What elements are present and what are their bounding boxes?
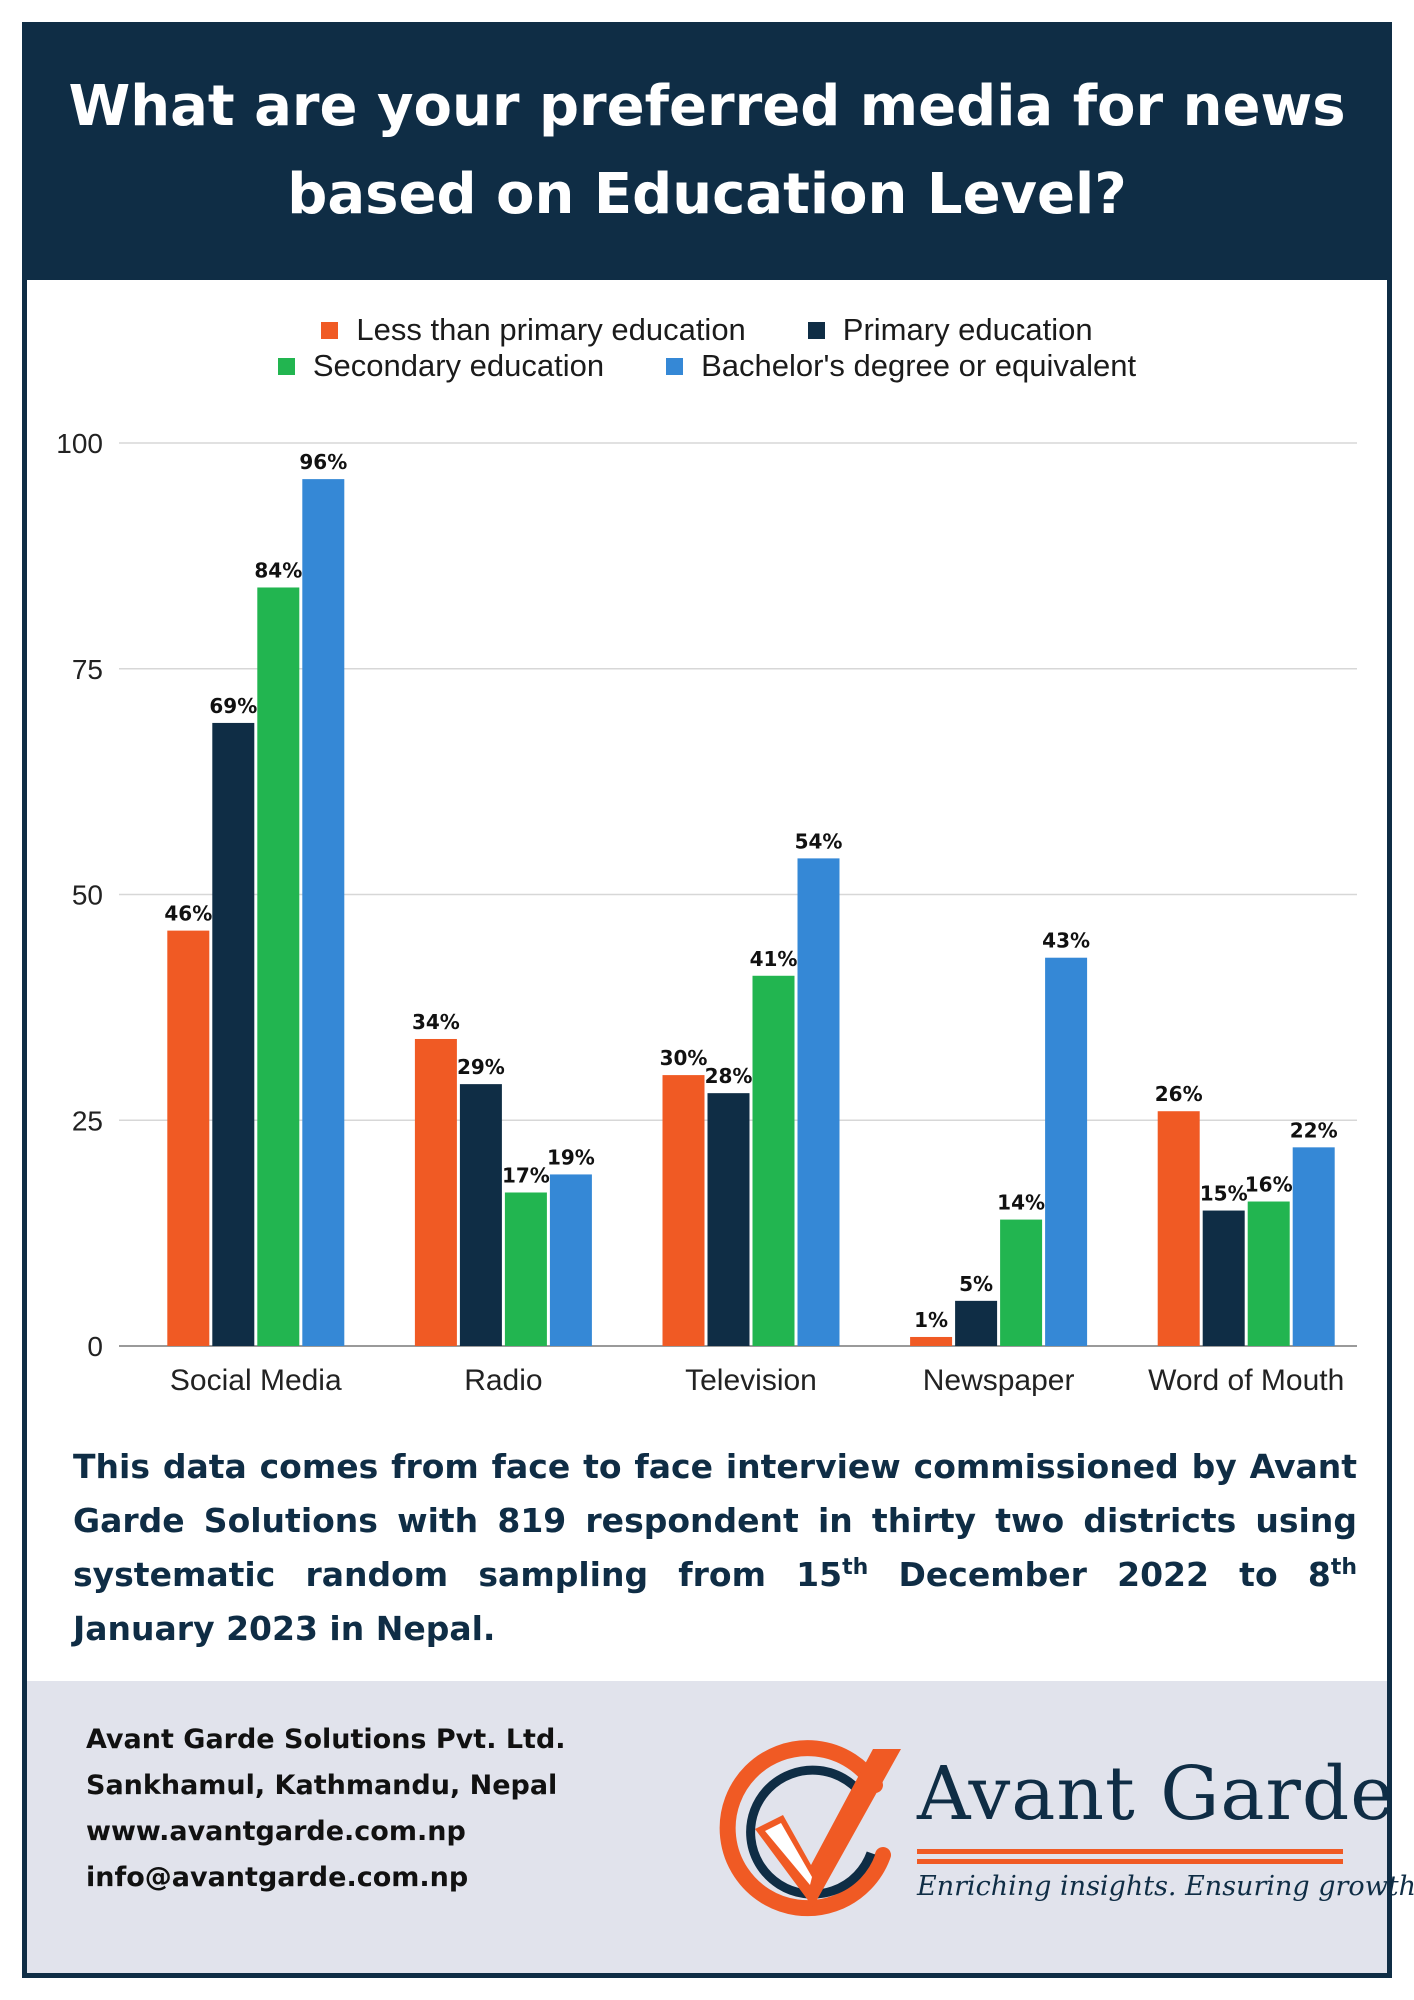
note-superscript: th [1330,1555,1357,1580]
y-tick-label: 50 [72,880,103,911]
note-text: December 2022 to 8 [868,1555,1331,1594]
x-tick-label: Word of Mouth [1148,1364,1344,1397]
data-label: 84% [254,558,302,582]
bar [459,1084,502,1346]
y-tick-label: 75 [72,654,103,685]
legend-label: Bachelor's degree or equivalent [701,348,1137,383]
note-text: This data comes from face to face interv… [73,1447,1357,1594]
bar [707,1093,750,1346]
data-label: 19% [547,1145,595,1169]
bar [1157,1111,1200,1346]
data-label: 15% [1200,1182,1248,1206]
checkmark-logo-icon [719,1740,901,1917]
bar [212,722,255,1346]
bar [955,1300,998,1346]
data-label: 26% [1155,1082,1203,1106]
company-name: Avant Garde Solutions Pvt. Ltd. [86,1724,566,1755]
logo-wordmark: Avant Garde [917,1751,1396,1837]
y-tick-label: 25 [72,1105,103,1136]
bar-chart: 0 25 50 75 100 46% 69% 84% 96% Social Media 34% 29%… [56,428,1357,1397]
bar [1247,1201,1290,1346]
data-label: 16% [1245,1173,1293,1197]
y-tick-label: 100 [56,428,103,459]
bar [910,1336,953,1346]
y-tick-label: 0 [87,1331,103,1362]
legend-label: Secondary education [312,348,605,383]
legend-item-primary: Primary education [807,312,1093,348]
bar [662,1075,705,1346]
bar [1000,1219,1043,1346]
data-label: 34% [412,1010,460,1034]
note-superscript: th [842,1555,869,1580]
bar [504,1192,547,1346]
note-text: January 2023 in Nepal. [73,1609,496,1648]
legend-row-1: Less than primary education Primary educ… [27,312,1387,348]
chart-title: What are your preferred media for news b… [68,74,1346,227]
bar [1045,957,1088,1346]
legend-swatch-blue [666,357,684,375]
bar [257,587,300,1346]
email-link[interactable]: info@avantgarde.com.np [86,1862,469,1893]
legend-swatch-orange [321,321,339,339]
logo-tagline: Enriching insights. Ensuring growth. [917,1871,1414,1902]
methodology-note: This data comes from face to face interv… [73,1440,1357,1656]
bar [414,1038,457,1346]
bar [797,858,840,1346]
footer: Avant Garde Solutions Pvt. Ltd. Sankhamu… [27,1681,1414,1973]
website-link[interactable]: www.avantgarde.com.np [86,1816,466,1847]
contact-block: Avant Garde Solutions Pvt. Ltd. Sankhamu… [86,1717,566,1901]
data-label: 1% [914,1308,948,1332]
legend-swatch-navy [807,321,825,339]
title-banner: What are your preferred media for news b… [27,22,1387,280]
legend-item-secondary: Secondary education [277,348,605,384]
chart-legend: Less than primary education Primary educ… [27,312,1387,384]
x-tick-label: Radio [464,1364,542,1397]
bar [1202,1210,1245,1346]
legend-item-bachelors: Bachelor's degree or equivalent [666,348,1136,384]
data-label: 29% [457,1055,505,1079]
bar [167,930,210,1346]
data-label: 28% [705,1064,753,1088]
logo-divider [917,1859,1343,1864]
company-address: Sankhamul, Kathmandu, Nepal [86,1770,558,1801]
data-label: 69% [209,694,257,718]
x-tick-label: Social Media [170,1364,342,1397]
bar [549,1174,592,1346]
data-label: 96% [299,450,347,474]
bar [1292,1147,1335,1346]
bar [302,479,345,1346]
logo-divider [917,1849,1343,1854]
data-label: 43% [1042,929,1090,953]
data-label: 54% [795,829,843,853]
legend-label: Primary education [842,312,1093,347]
data-label: 5% [959,1272,993,1296]
legend-swatch-green [277,357,295,375]
legend-row-2: Secondary education Bachelor's degree or… [27,348,1387,384]
legend-item-less-than-primary: Less than primary education [321,312,746,348]
data-label: 46% [164,902,212,926]
data-label: 41% [750,947,798,971]
x-tick-label: Television [685,1364,817,1397]
legend-label: Less than primary education [356,312,746,347]
infographic-frame: What are your preferred media for news b… [22,22,1414,1978]
data-label: 17% [502,1163,550,1187]
x-tick-label: Newspaper [923,1364,1075,1397]
bar [752,975,795,1346]
data-label: 30% [660,1046,708,1070]
data-label: 22% [1290,1118,1338,1142]
data-label: 14% [997,1191,1045,1215]
